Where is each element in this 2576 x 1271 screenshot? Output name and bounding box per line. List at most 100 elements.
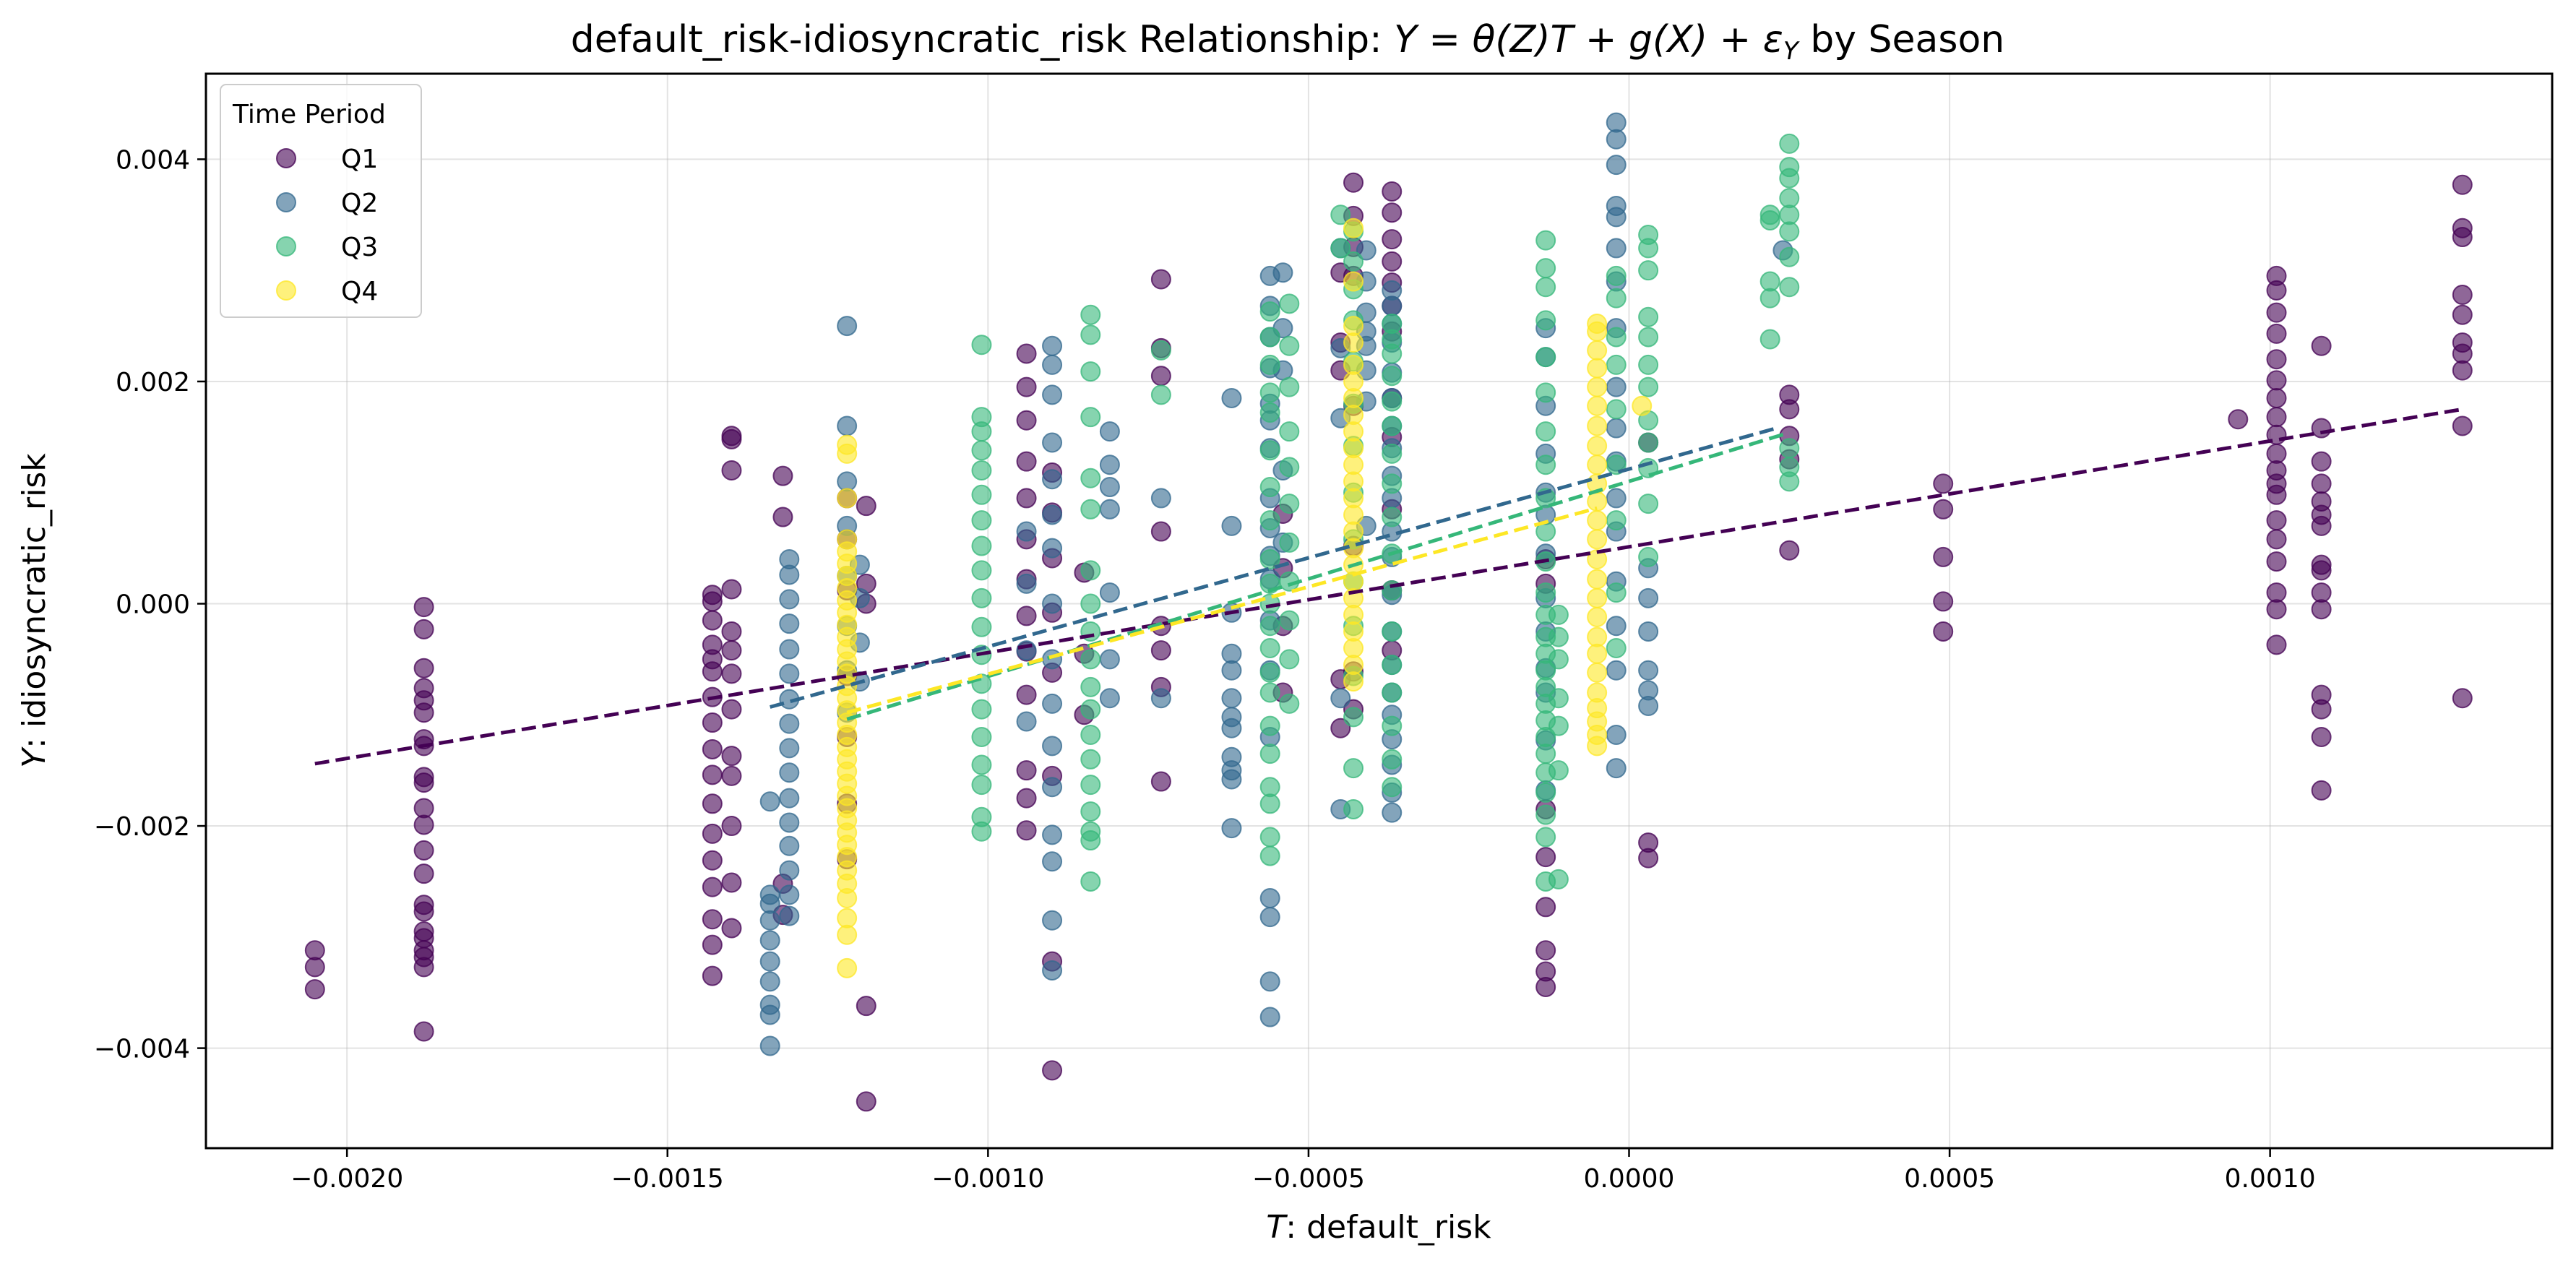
point-q3 — [1382, 749, 1403, 770]
point-q3 — [1638, 327, 1659, 348]
point-q2 — [779, 589, 800, 610]
series-q3 — [971, 133, 1800, 892]
point-q1 — [702, 909, 723, 930]
point-q1 — [772, 465, 793, 486]
point-q1 — [721, 663, 742, 684]
point-q1 — [1150, 366, 1171, 387]
point-q4 — [837, 908, 858, 929]
point-q3 — [1279, 335, 1300, 356]
point-q1 — [1042, 1060, 1063, 1081]
point-q1 — [1535, 940, 1556, 961]
point-q3 — [1779, 438, 1800, 459]
point-q1 — [2452, 174, 2473, 195]
point-q3 — [971, 806, 992, 827]
point-q2 — [1221, 515, 1242, 536]
point-q3 — [1150, 384, 1171, 405]
plot-frame — [204, 72, 2554, 1150]
point-q3 — [1535, 382, 1556, 403]
point-q3 — [1259, 440, 1280, 461]
point-q3 — [1759, 204, 1780, 225]
point-q3 — [1080, 468, 1101, 488]
point-q3 — [971, 407, 992, 428]
point-q3 — [1535, 782, 1556, 803]
legend-label-q4: Q4 — [341, 277, 378, 306]
legend-marker-q4 — [276, 280, 296, 301]
point-q3 — [1080, 649, 1101, 670]
x-axis-label: T: default_risk — [1266, 1209, 1491, 1246]
point-q2 — [1606, 724, 1627, 745]
y-tick-label: −0.004 — [94, 1035, 190, 1064]
point-q2 — [1638, 660, 1659, 681]
point-q3 — [1259, 638, 1280, 659]
point-q3 — [1330, 204, 1351, 225]
point-q1 — [413, 895, 434, 915]
point-q1 — [721, 426, 742, 447]
point-q2 — [1221, 746, 1242, 767]
point-q3 — [971, 460, 992, 481]
point-q3 — [1779, 188, 1800, 209]
point-q2 — [1016, 521, 1037, 542]
point-q3 — [1548, 649, 1569, 670]
x-tick-label: −0.0015 — [611, 1164, 724, 1194]
point-q2 — [1330, 688, 1351, 709]
point-q1 — [856, 996, 876, 1017]
point-q1 — [702, 610, 723, 631]
point-q3 — [1606, 399, 1627, 420]
point-q2 — [779, 639, 800, 660]
point-q3 — [1259, 354, 1280, 375]
point-q1 — [2311, 727, 2332, 748]
legend-box — [220, 84, 422, 318]
point-q4 — [1587, 626, 1608, 647]
point-q3 — [1779, 133, 1800, 154]
point-q1 — [702, 876, 723, 897]
point-q1 — [2266, 407, 2287, 428]
point-q2 — [1042, 384, 1063, 405]
point-q2 — [1016, 640, 1037, 661]
point-q1 — [1150, 521, 1171, 542]
point-q2 — [1042, 736, 1063, 757]
point-q2 — [779, 613, 800, 634]
point-q4 — [1343, 316, 1364, 337]
point-q2 — [779, 548, 800, 569]
point-q2 — [1606, 758, 1627, 779]
point-q1 — [702, 793, 723, 814]
point-q2 — [779, 884, 800, 905]
point-q1 — [721, 918, 742, 939]
point-q1 — [1343, 172, 1364, 193]
legend-title: Time Period — [232, 100, 386, 129]
point-q3 — [971, 699, 992, 720]
point-q3 — [1382, 621, 1403, 642]
y-tick-label: 0.002 — [116, 368, 190, 397]
point-q4 — [1587, 415, 1608, 436]
point-q2 — [779, 663, 800, 684]
point-q3 — [1606, 354, 1627, 375]
point-q2 — [1099, 649, 1120, 670]
point-q1 — [1150, 640, 1171, 661]
point-q1 — [2311, 473, 2332, 494]
point-q3 — [1382, 415, 1403, 436]
point-q4 — [837, 957, 858, 978]
fit-line-q1 — [314, 407, 2463, 766]
point-q2 — [1016, 573, 1037, 594]
x-tick-label: −0.0005 — [1252, 1164, 1365, 1194]
point-q3 — [1606, 288, 1627, 309]
point-q2 — [1221, 818, 1242, 839]
point-q3 — [1080, 699, 1101, 720]
point-q3 — [1638, 546, 1659, 567]
point-q2 — [1221, 643, 1242, 664]
point-q2 — [779, 762, 800, 783]
point-q2 — [759, 930, 780, 951]
point-q3 — [1279, 457, 1300, 478]
point-q1 — [413, 678, 434, 699]
point-q1 — [1330, 718, 1351, 738]
point-q1 — [413, 840, 434, 861]
point-q3 — [1343, 251, 1364, 272]
point-q2 — [1638, 621, 1659, 642]
point-q2 — [1099, 688, 1120, 709]
legend-marker-q3 — [276, 236, 296, 257]
point-q3 — [1080, 304, 1101, 325]
point-q1 — [2452, 332, 2473, 353]
point-q2 — [1259, 971, 1280, 992]
point-q2 — [1638, 587, 1659, 608]
